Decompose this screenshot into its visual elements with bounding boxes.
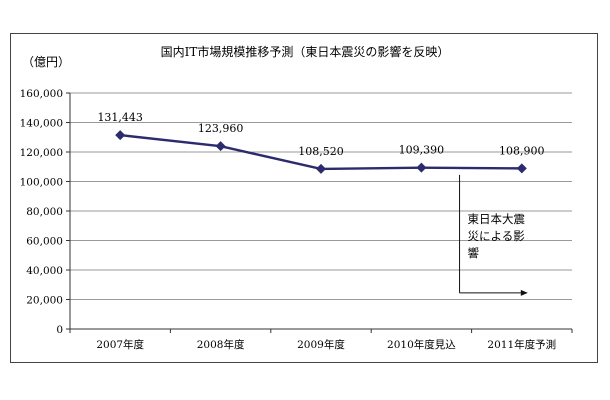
y-tick-label: 0 <box>56 324 63 336</box>
data-point <box>215 141 226 152</box>
x-tick-label: 2010年度見込 <box>387 338 456 351</box>
data-label: 123,960 <box>198 122 244 135</box>
data-label: 108,520 <box>298 145 344 158</box>
y-tick-label: 140,000 <box>20 118 63 130</box>
y-tick-label: 160,000 <box>20 88 63 100</box>
chart-frame <box>10 33 598 363</box>
x-tick-label: 2011年度予測 <box>487 338 556 351</box>
data-point <box>416 162 427 173</box>
data-label: 108,900 <box>499 144 545 157</box>
annotation-text-line: 災による影 <box>468 229 526 243</box>
data-label: 131,443 <box>97 111 143 124</box>
y-tick-label: 80,000 <box>26 206 63 218</box>
annotation-text-line: 響 <box>468 246 480 260</box>
annotation-arrow-head <box>520 289 528 296</box>
x-tick-label: 2009年度 <box>297 338 345 351</box>
y-axis-unit-label: （億円） <box>22 55 70 69</box>
y-tick-label: 40,000 <box>26 265 63 277</box>
x-tick-label: 2008年度 <box>197 338 245 351</box>
y-tick-label: 100,000 <box>20 177 63 189</box>
y-tick-label: 20,000 <box>26 295 63 307</box>
annotation-text-line: 東日本大震 <box>468 212 526 226</box>
x-tick-label: 2007年度 <box>96 338 144 351</box>
data-point <box>316 163 326 174</box>
data-label: 109,390 <box>399 144 445 157</box>
chart-title: 国内IT市場規模推移予測（東日本震災の影響を反映） <box>161 44 450 59</box>
data-point <box>516 163 527 174</box>
y-tick-label: 60,000 <box>26 236 63 248</box>
y-tick-label: 120,000 <box>20 147 63 159</box>
data-point <box>115 130 126 141</box>
